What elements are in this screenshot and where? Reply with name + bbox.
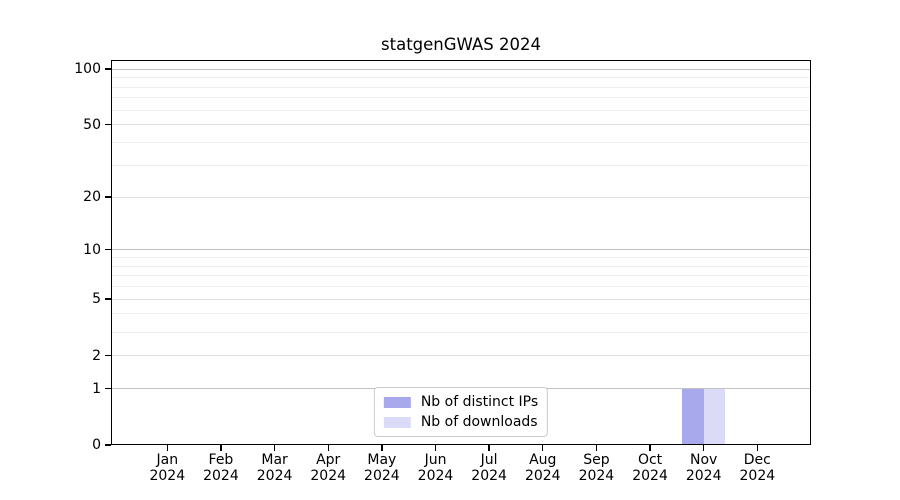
x-tick-label-year: 2024 [310, 467, 347, 484]
x-tick-label: Nov 2024 [674, 452, 734, 484]
bar-downloads [703, 388, 726, 445]
x-tick-label-month: Jan [156, 452, 179, 468]
x-axis-tick [756, 445, 758, 451]
legend-items: Nb of distinct IPs Nb of downloads [383, 392, 539, 432]
legend-row: Nb of distinct IPs [383, 392, 539, 412]
x-tick-label-year: 2024 [203, 467, 239, 484]
grid-line-minor [111, 77, 811, 79]
x-axis-tick [649, 445, 651, 451]
x-tick-label: Mar 2024 [245, 452, 305, 484]
x-tick-label-year: 2024 [149, 467, 186, 484]
x-axis-tick [488, 445, 490, 451]
x-tick-label-year: 2024 [578, 467, 615, 484]
y-axis-tick [105, 444, 111, 446]
grid-line-major [111, 196, 811, 198]
y-axis-tick [105, 387, 111, 390]
y-axis-tick [105, 249, 111, 251]
bar-distinct-ips [682, 388, 704, 445]
y-axis-tick [105, 196, 111, 198]
x-tick-label-month: Nov [690, 452, 718, 468]
x-tick-label-year: 2024 [739, 467, 776, 484]
x-axis-tick [595, 445, 598, 451]
legend-label: Nb of downloads [420, 414, 538, 430]
y-tick-label: 20 [83, 189, 101, 206]
x-axis-tick [434, 445, 437, 451]
grid-line-minor [111, 286, 811, 288]
grid-line-minor [111, 164, 811, 166]
x-tick-label-month: Sep [583, 452, 610, 468]
x-tick-label-year: 2024 [471, 467, 507, 484]
grid-line-major [111, 68, 811, 70]
x-axis-tick [273, 445, 276, 451]
grid-line-minor [111, 331, 811, 333]
grid-line-major [111, 355, 811, 357]
x-tick-label-year: 2024 [417, 467, 454, 484]
x-tick-label-month: Aug [529, 452, 557, 468]
grid-line-minor [111, 275, 811, 277]
x-tick-label-month: Mar [261, 452, 288, 468]
x-axis-tick [703, 445, 705, 451]
x-axis-tick [327, 445, 329, 451]
y-tick-label: 2 [92, 347, 101, 364]
legend-swatch [383, 416, 411, 428]
x-tick-label-year: 2024 [685, 467, 722, 484]
x-tick-label-year: 2024 [256, 467, 293, 484]
x-tick-label: Dec 2024 [727, 452, 787, 484]
x-tick-label-year: 2024 [632, 467, 668, 484]
x-tick-label: Feb 2024 [191, 452, 251, 484]
x-axis-tick [166, 445, 168, 451]
y-tick-label: 50 [83, 116, 101, 133]
x-tick-label: Jun 2024 [406, 452, 466, 484]
y-tick-label: 5 [92, 291, 101, 308]
x-tick-label: Aug 2024 [513, 452, 573, 484]
grid-line-minor [111, 109, 811, 111]
grid-line-major [111, 298, 811, 300]
y-tick-label: 1 [92, 380, 101, 397]
y-axis: 0 1 2 5 10 20 50 100 [0, 60, 111, 453]
x-axis-tick [220, 445, 222, 451]
x-tick-label-month: Jul [480, 452, 498, 468]
x-tick-label-year: 2024 [364, 467, 400, 484]
legend-row: Nb of downloads [383, 412, 538, 432]
y-axis-tick [105, 354, 111, 357]
legend: Nb of distinct IPs Nb of downloads [373, 387, 549, 437]
grid-line-major [111, 249, 811, 251]
x-tick-label: Oct 2024 [620, 452, 680, 484]
x-tick-label-month: Dec [743, 452, 771, 468]
chart-title: statgenGWAS 2024 [381, 35, 541, 54]
x-axis-tick [542, 445, 544, 451]
x-tick-label-month: Oct [637, 452, 663, 468]
y-axis-tick [105, 298, 111, 300]
legend-label: Nb of distinct IPs [420, 394, 539, 410]
grid-line-minor [111, 142, 811, 144]
grid-line-major [111, 124, 811, 126]
y-axis-tick [105, 124, 111, 126]
grid-line-minor [111, 97, 811, 99]
x-axis: Jan 2024 Feb 2024 Mar 2024 Apr 2024 May 2024 Jun 20… [111, 445, 811, 500]
x-tick-label-year: 2024 [524, 467, 561, 484]
x-tick-label: Sep 2024 [566, 452, 626, 484]
x-tick-label-month: Apr [316, 452, 341, 468]
x-tick-label-month: Feb [208, 452, 234, 468]
grid-line-minor [111, 313, 811, 315]
y-tick-label: 0 [92, 437, 101, 453]
x-tick-label: Jan 2024 [137, 452, 197, 484]
x-tick-label-month: May [367, 452, 397, 468]
grid-line-minor [111, 265, 811, 267]
legend-swatch [383, 396, 411, 408]
grid-line-minor [111, 86, 811, 88]
x-tick-label-month: Jun [424, 452, 447, 468]
x-tick-label: Apr 2024 [298, 452, 358, 484]
x-tick-label: May 2024 [352, 452, 412, 484]
x-tick-label: Jul 2024 [459, 452, 519, 484]
y-tick-label: 100 [74, 61, 101, 78]
y-axis-tick [105, 68, 111, 70]
plot-area: Nb of distinct IPs Nb of downloads [111, 60, 811, 445]
x-axis-tick [381, 445, 383, 451]
grid-line-minor [111, 256, 811, 258]
y-tick-label: 10 [83, 241, 101, 258]
